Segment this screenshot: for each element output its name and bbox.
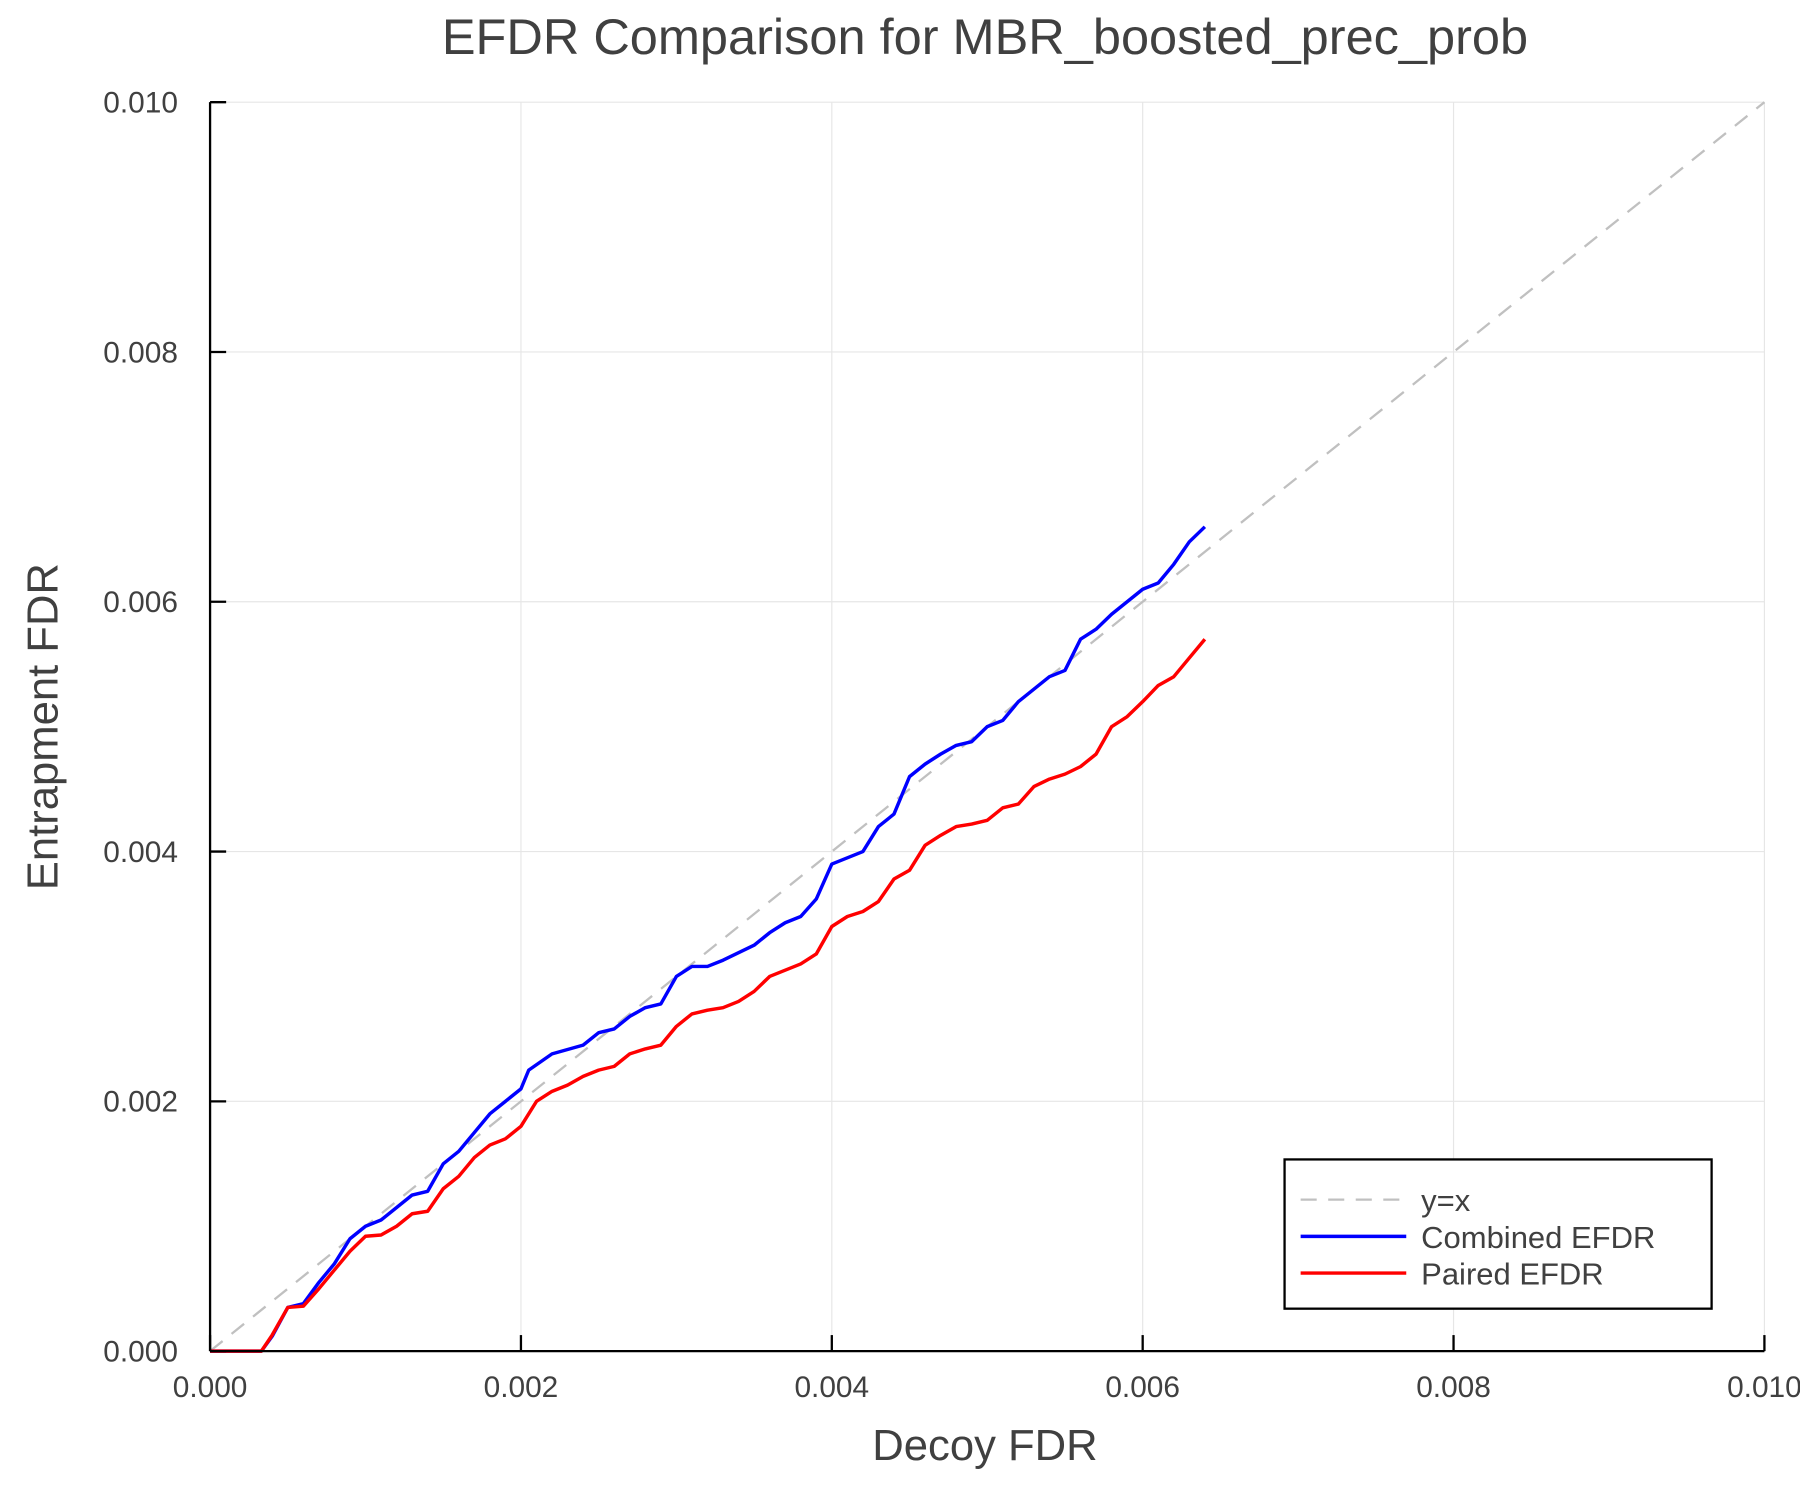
y-tick-label: 0.006 bbox=[103, 586, 178, 619]
chart-title: EFDR Comparison for MBR_boosted_prec_pro… bbox=[442, 8, 1528, 65]
x-tick-label: 0.000 bbox=[173, 1371, 248, 1404]
y-tick-label: 0.008 bbox=[103, 336, 178, 369]
y-tick-label: 0.000 bbox=[103, 1335, 178, 1368]
y-tick-label: 0.010 bbox=[103, 86, 178, 119]
series-line-paired-efdr bbox=[210, 638, 1207, 1353]
x-axis-label: Decoy FDR bbox=[872, 1422, 1097, 1470]
legend-label: Combined EFDR bbox=[1421, 1220, 1655, 1255]
x-tick-label: 0.002 bbox=[484, 1371, 559, 1404]
x-tick-label: 0.004 bbox=[794, 1371, 869, 1404]
axes: 0.000 0.002 0.004 0.006 0.008 0.010 0.000 0.002… bbox=[103, 86, 1800, 1404]
x-tick-label: 0.006 bbox=[1105, 1371, 1180, 1404]
y-tick-label: 0.002 bbox=[103, 1086, 178, 1119]
series-group bbox=[209, 101, 1766, 1353]
series-line-combined-efdr bbox=[210, 525, 1207, 1353]
x-tick-label: 0.010 bbox=[1727, 1371, 1800, 1404]
y-tick-label: 0.004 bbox=[103, 836, 178, 869]
legend-label: Paired EFDR bbox=[1421, 1257, 1604, 1292]
y-axis-label: Entrapment FDR bbox=[19, 563, 67, 890]
x-tick-label: 0.008 bbox=[1416, 1371, 1491, 1404]
legend-label: y=x bbox=[1421, 1183, 1471, 1218]
legend-box bbox=[1283, 1158, 1713, 1310]
